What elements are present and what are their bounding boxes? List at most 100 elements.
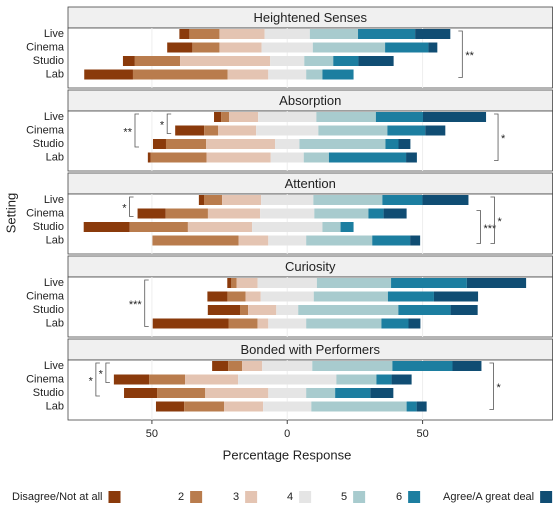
bar-segment [252, 222, 323, 232]
bar-segment [391, 278, 467, 288]
bar-segment [270, 56, 305, 66]
y-tick-label: Cinema [26, 290, 65, 302]
bar-segment [224, 401, 264, 412]
bar-segment [205, 388, 269, 398]
bar-segment [238, 235, 269, 246]
bar-segment [189, 29, 220, 39]
bar-segment [84, 69, 133, 80]
x-tick-label: 50 [416, 428, 428, 440]
bar-segment [228, 318, 258, 329]
bar-segment [150, 152, 207, 163]
bar-segment [263, 401, 312, 412]
bar-segment [242, 361, 263, 371]
bar-segment [206, 152, 271, 163]
significance-bracket [494, 113, 499, 161]
bar-segment [260, 291, 314, 302]
bar-segment [264, 29, 310, 39]
bar-segment [387, 291, 434, 302]
bar-segment [306, 388, 336, 398]
y-tick-label: Lab [46, 151, 64, 163]
legend-label: Agree/A great deal [443, 491, 534, 503]
bar-segment [358, 56, 394, 66]
bar-segment [204, 195, 223, 205]
bar-segment [192, 42, 220, 53]
strip-title: Heightened Senses [254, 10, 368, 25]
bar-segment [261, 195, 314, 205]
significance-label: *** [483, 223, 497, 235]
bar-segment [147, 152, 151, 163]
significance-label: * [99, 369, 104, 381]
legend-swatch [108, 491, 121, 503]
bar-segment [304, 56, 334, 66]
significance-label: * [160, 120, 165, 132]
bar-segment [311, 401, 407, 412]
x-tick-label: 0 [284, 428, 290, 440]
bar-segment [299, 139, 386, 149]
bar-segment [275, 139, 300, 149]
bar-segment [422, 112, 487, 122]
y-tick-label: Live [44, 111, 64, 123]
significance-bracket [476, 210, 481, 244]
y-tick-label: Cinema [26, 373, 65, 385]
bar-segment [408, 318, 421, 329]
bar-segment [238, 374, 337, 385]
bar-segment [385, 42, 429, 53]
x-tick-label: 50 [146, 428, 158, 440]
bar-segment [415, 29, 451, 39]
legend-label: 4 [287, 491, 293, 503]
bar-segment [387, 125, 426, 136]
bar-segment [268, 69, 307, 80]
significance-bracket [166, 113, 172, 134]
bar-segment [309, 29, 359, 39]
bar-segment [214, 112, 222, 122]
significance-bracket [489, 362, 494, 410]
bar-segment [298, 305, 399, 315]
bar-segment [358, 29, 416, 39]
bar-segment [370, 388, 394, 398]
bar-segment [222, 195, 262, 205]
bar-segment [155, 401, 185, 412]
bar-segment [122, 56, 135, 66]
bar-segment [227, 278, 232, 288]
significance-label: ** [465, 50, 474, 62]
bar-segment [398, 139, 411, 149]
y-tick-label: Lab [46, 68, 64, 80]
bar-segment [466, 278, 527, 288]
bar-segment [248, 305, 277, 315]
bar-segment [314, 208, 369, 219]
bar-segment [306, 235, 373, 246]
bar-segment [257, 278, 317, 288]
bar-segment [306, 318, 382, 329]
significance-bracket [134, 113, 139, 148]
bar-segment [83, 222, 130, 232]
bar-segment [218, 125, 257, 136]
bar-segment [268, 318, 307, 329]
bar-segment [175, 125, 205, 136]
bar-segment [406, 152, 417, 163]
bar-segment [257, 318, 269, 329]
bar-segment [303, 152, 329, 163]
bar-segment [410, 235, 421, 246]
significance-bracket [95, 362, 100, 397]
bar-segment [179, 29, 190, 39]
bar-segment [229, 112, 259, 122]
bar-segment [270, 152, 304, 163]
y-tick-label: Cinema [26, 207, 65, 219]
bar-segment [165, 139, 207, 149]
bar-segment [422, 195, 469, 205]
bar-segment [258, 112, 317, 122]
bar-segment [184, 401, 225, 412]
bar-segment [406, 401, 417, 412]
bar-segment [398, 305, 451, 315]
bar-segment [381, 318, 409, 329]
bar-segment [204, 125, 219, 136]
y-tick-label: Lab [46, 400, 64, 412]
bar-segment [313, 195, 383, 205]
bar-segment [198, 195, 205, 205]
bar-segment [129, 222, 188, 232]
bar-segment [206, 139, 276, 149]
legend-label: 5 [341, 491, 347, 503]
y-tick-label: Lab [46, 234, 64, 246]
significance-bracket [458, 30, 463, 78]
bar-segment [152, 235, 239, 246]
